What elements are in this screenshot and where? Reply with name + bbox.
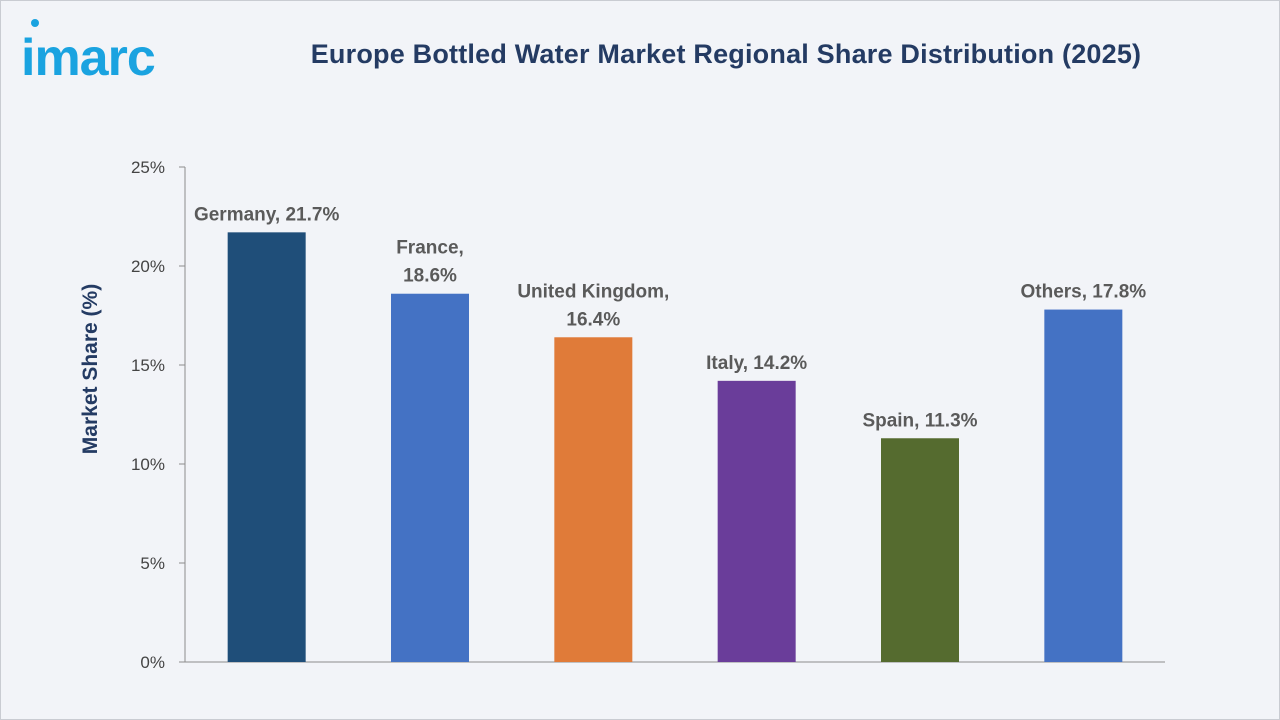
y-tick-label: 5% xyxy=(140,554,165,573)
data-label: Others, 17.8% xyxy=(1020,282,1146,303)
data-label: Spain, 11.3% xyxy=(862,410,977,431)
y-tick-label: 15% xyxy=(131,356,165,375)
chart-title: Europe Bottled Water Market Regional Sha… xyxy=(310,39,1142,69)
bar-france xyxy=(391,293,469,662)
bar-others xyxy=(1044,309,1123,662)
y-tick-label: 0% xyxy=(140,653,165,672)
data-label: France, xyxy=(396,238,464,259)
y-tick-label: 20% xyxy=(131,257,165,276)
imarc-logo: imarc xyxy=(21,19,156,87)
y-tick-label: 25% xyxy=(131,158,165,177)
logo-dot xyxy=(31,19,39,27)
bar-italy xyxy=(717,380,796,662)
axes: 0% 5% 10% 15% 20% 25% xyxy=(131,158,1165,672)
y-tick-label: 10% xyxy=(131,455,165,474)
data-label: 18.6% xyxy=(403,266,457,287)
data-label: United Kingdom, xyxy=(517,281,669,302)
bars xyxy=(227,232,1123,662)
data-labels: Germany, 21.7% France, 18.6% United Kingdom… xyxy=(194,204,1146,431)
bar-united-kingdom xyxy=(554,337,633,662)
logo-text: imarc xyxy=(21,29,155,87)
bar-germany xyxy=(227,232,306,662)
data-label: 16.4% xyxy=(566,309,620,330)
data-label: Italy, 14.2% xyxy=(706,353,807,374)
bar-spain xyxy=(881,438,959,662)
y-axis-title: Market Share (%) xyxy=(79,284,102,454)
data-label: Germany, 21.7% xyxy=(194,204,340,225)
